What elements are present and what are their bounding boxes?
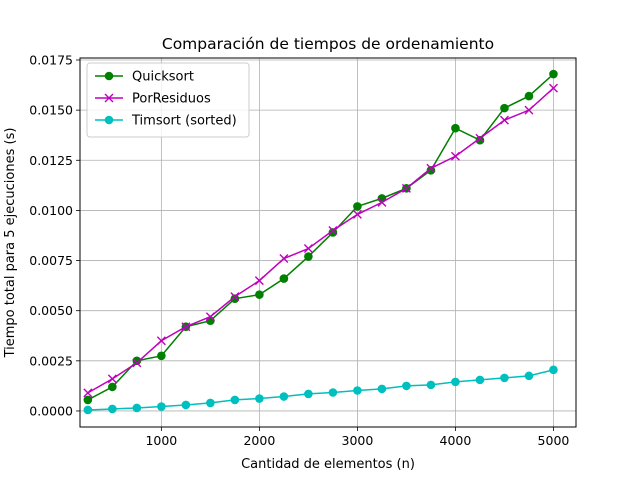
data-point bbox=[549, 365, 558, 375]
data-point bbox=[352, 209, 362, 219]
data-point bbox=[108, 382, 117, 392]
data-point bbox=[402, 381, 411, 391]
x-tick-label: 3000 bbox=[342, 433, 374, 448]
data-point bbox=[549, 69, 558, 79]
data-point bbox=[303, 244, 313, 254]
data-point bbox=[475, 135, 485, 145]
data-point bbox=[230, 395, 240, 405]
data-point bbox=[279, 274, 289, 283]
data-point bbox=[500, 373, 509, 383]
data-point bbox=[499, 115, 509, 125]
y-tick-label: 0.0125 bbox=[29, 153, 73, 168]
legend-label: PorResiduos bbox=[132, 92, 211, 107]
x-tick-label: 5000 bbox=[538, 433, 570, 448]
data-point bbox=[401, 183, 411, 193]
data-point bbox=[132, 356, 142, 366]
data-point bbox=[279, 392, 289, 401]
data-point bbox=[353, 202, 362, 211]
data-point bbox=[206, 398, 215, 408]
data-point bbox=[304, 252, 313, 261]
data-point bbox=[157, 351, 166, 361]
series-line bbox=[87, 87, 554, 394]
x-tick-label: 4000 bbox=[440, 433, 472, 448]
data-point bbox=[279, 254, 289, 264]
data-point bbox=[255, 394, 264, 403]
data-point bbox=[132, 403, 142, 413]
data-point bbox=[426, 166, 436, 175]
y-tick-label: 0.0175 bbox=[29, 53, 73, 68]
ticks: 1000 2000 3000 4000 5000 0.0000 0.0025 0.0050 0.… bbox=[29, 53, 569, 448]
x-tick-label: 1000 bbox=[145, 433, 177, 448]
data-point bbox=[83, 405, 93, 415]
y-tick-label: 0.0025 bbox=[29, 353, 73, 368]
legend-entry: Timsort (sorted) bbox=[95, 114, 237, 129]
data-point bbox=[426, 380, 436, 390]
y-tick-label: 0.0075 bbox=[29, 253, 73, 268]
data-point bbox=[108, 404, 117, 414]
series-layer bbox=[83, 69, 558, 415]
legend-label: Quicksort bbox=[132, 70, 194, 85]
data-point bbox=[230, 292, 240, 302]
data-point bbox=[377, 197, 387, 207]
data-point bbox=[524, 91, 534, 101]
data-point bbox=[132, 358, 142, 368]
data-point bbox=[328, 228, 338, 237]
y-tick-label: 0.0150 bbox=[29, 103, 73, 118]
data-point bbox=[181, 322, 191, 332]
data-point bbox=[451, 377, 460, 387]
legend-entry: PorResiduos bbox=[95, 92, 211, 107]
data-point bbox=[426, 163, 436, 173]
data-point bbox=[83, 388, 93, 398]
legend: Quicksort PorResiduos Timsort (sorted) bbox=[86, 62, 250, 138]
data-point bbox=[157, 402, 166, 411]
y-tick-label: 0.0100 bbox=[29, 203, 73, 218]
data-point bbox=[83, 395, 93, 405]
legend-marker bbox=[104, 93, 114, 103]
y-axis-label: Tiempo total para 5 ejecuciones (s) bbox=[3, 128, 18, 359]
data-point bbox=[451, 123, 460, 133]
data-point bbox=[304, 389, 313, 399]
data-point bbox=[181, 400, 191, 410]
data-point bbox=[230, 294, 240, 303]
data-point bbox=[156, 336, 166, 346]
x-tick-label: 2000 bbox=[243, 433, 275, 448]
data-point bbox=[475, 375, 485, 385]
y-tick-label: 0.0000 bbox=[29, 403, 73, 418]
legend-entry: Quicksort bbox=[95, 70, 194, 85]
data-point bbox=[524, 105, 534, 115]
legend-box bbox=[86, 62, 250, 138]
series-1 bbox=[83, 83, 558, 398]
legend-marker bbox=[104, 115, 114, 125]
series-line bbox=[87, 73, 554, 401]
data-point bbox=[205, 312, 215, 322]
x-axis-label: Cantidad de elementos (n) bbox=[241, 457, 415, 472]
data-point bbox=[255, 290, 264, 299]
grid bbox=[80, 58, 576, 427]
y-tick-label: 0.0050 bbox=[29, 303, 73, 318]
data-point bbox=[500, 103, 509, 113]
data-point bbox=[475, 133, 485, 143]
axes-frame bbox=[79, 57, 577, 428]
legend-label: Timsort (sorted) bbox=[131, 114, 237, 129]
data-point bbox=[107, 374, 117, 384]
data-point bbox=[377, 384, 387, 394]
data-point bbox=[328, 388, 338, 397]
data-point bbox=[450, 151, 460, 161]
data-point bbox=[328, 225, 338, 235]
data-point bbox=[524, 371, 534, 381]
data-point bbox=[353, 386, 362, 395]
data-point bbox=[548, 83, 558, 93]
series-2 bbox=[83, 365, 558, 415]
legend-marker bbox=[104, 71, 114, 81]
data-point bbox=[254, 276, 264, 286]
chart-title: Comparación de tiempos de ordenamiento bbox=[162, 35, 494, 53]
